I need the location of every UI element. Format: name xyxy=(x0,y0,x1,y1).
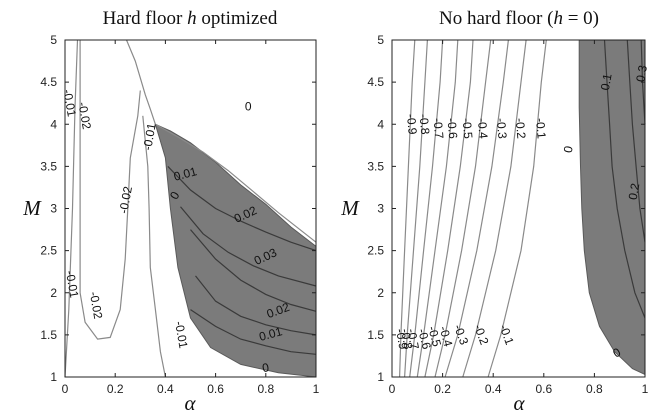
left-contour-label: 0 xyxy=(245,100,252,114)
left-x-tick-label: 1 xyxy=(313,382,320,396)
left-contour-label: -0.02 xyxy=(116,185,135,215)
right-panel: No hard floor (h = 0) -0.9-0.8-0.7-0.6 -0… xyxy=(340,8,650,415)
right-contour-label: -0.1 xyxy=(533,117,549,139)
right-y-tick-label: 5 xyxy=(377,33,384,47)
right-x-tick-label: 0 xyxy=(389,382,396,396)
left-x-axis-label: α xyxy=(184,391,196,415)
right-contour-label: 0.2 xyxy=(626,182,643,201)
left-y-tick-label: 5 xyxy=(50,33,57,47)
right-contour-label: -0.2 xyxy=(471,322,491,347)
left-x-tick-label: 0.4 xyxy=(157,382,174,396)
right-y-tick-label: 3.5 xyxy=(367,159,384,173)
left-contour-label: 0 xyxy=(261,360,270,375)
right-contour-line xyxy=(462,39,527,378)
right-contour-label: 0 xyxy=(561,145,576,154)
right-contour-label: -0.8 xyxy=(417,113,433,135)
left-contour-label: -0.02 xyxy=(75,101,94,131)
right-contour-line xyxy=(409,39,444,378)
right-shaded-region xyxy=(578,39,646,376)
right-contour-label: -0.4 xyxy=(475,117,491,139)
right-contour-label: -0.8 xyxy=(398,328,415,351)
left-contour-line xyxy=(142,115,166,378)
left-y-tick-label: 2 xyxy=(50,286,57,300)
right-contour-line xyxy=(434,39,492,378)
right-contour-label: 0.3 xyxy=(633,64,650,83)
right-contour-label: -0.9 xyxy=(404,113,420,135)
left-y-tick-label: 1 xyxy=(50,370,57,384)
right-contour-label: -0.5 xyxy=(460,117,476,139)
right-y-tick-label: 2 xyxy=(377,286,384,300)
right-x-tick-label: 0.4 xyxy=(485,382,502,396)
right-y-axis-label: M xyxy=(340,196,360,220)
right-y-tick-label: 1 xyxy=(377,370,384,384)
left-contour-label: 0.01 xyxy=(172,164,198,184)
right-contour-label: 0.1 xyxy=(598,72,615,91)
left-contour-label: -0.01 xyxy=(140,122,159,152)
right-contour-line xyxy=(444,39,509,378)
right-contour-label: -0.6 xyxy=(444,117,460,139)
left-contour-line xyxy=(64,39,79,378)
right-contour-label: -0.1 xyxy=(497,322,517,347)
left-contour-line xyxy=(195,275,317,336)
right-contour-label: -0.6 xyxy=(415,327,434,351)
left-contour-label: 0.01 xyxy=(258,324,284,344)
right-plot-area: -0.9-0.8-0.7-0.6 -0.5 -0.4 -0.3 -0.2 -0.100.1… xyxy=(367,33,650,396)
left-x-tick-label: 0.8 xyxy=(257,382,274,396)
right-contour-label: -0.7 xyxy=(430,117,446,139)
right-y-tick-label: 3 xyxy=(377,202,384,216)
left-plot-area: 0-0.01-0.02-0.01-0.020.0100.020.03-0.01-… xyxy=(40,33,319,396)
right-contour-line xyxy=(424,39,474,378)
right-x-tick-label: 1 xyxy=(642,382,649,396)
left-y-tick-label: 1.5 xyxy=(40,328,57,342)
left-y-axis-label: M xyxy=(22,196,42,220)
right-contour-line xyxy=(626,39,646,243)
right-contour-line xyxy=(487,39,547,378)
left-contour-line xyxy=(79,40,141,340)
left-x-tick-label: 0.6 xyxy=(207,382,224,396)
right-y-tick-label: 2.5 xyxy=(367,244,384,258)
left-contour-label: -0.02 xyxy=(87,291,106,321)
left-panel-title: Hard floor h optimized xyxy=(103,8,278,29)
left-contour-line xyxy=(125,39,317,243)
right-panel-title: No hard floor (h = 0) xyxy=(439,8,599,29)
right-contour-label: -0.2 xyxy=(513,117,529,139)
left-contour-line xyxy=(180,206,317,287)
right-contour-label: -0.3 xyxy=(451,322,471,347)
left-x-tick-label: 0.2 xyxy=(107,382,124,396)
left-x-tick-label: 0 xyxy=(62,382,69,396)
right-y-tick-label: 4 xyxy=(377,117,384,131)
right-x-axis-label: α xyxy=(513,391,525,415)
right-x-tick-label: 0.8 xyxy=(586,382,603,396)
right-y-tick-label: 4.5 xyxy=(367,75,384,89)
left-y-tick-label: 4.5 xyxy=(40,75,57,89)
right-contour-line xyxy=(399,39,416,378)
right-contour-label: -0.5 xyxy=(425,325,444,349)
right-contour-label: -0.7 xyxy=(404,328,421,351)
left-y-tick-label: 4 xyxy=(50,117,57,131)
left-y-tick-label: 2.5 xyxy=(40,244,57,258)
right-x-tick-label: 0.2 xyxy=(434,382,451,396)
left-panel: Hard floor h optimized 0-0.01-0.02-0.01-… xyxy=(22,8,319,415)
left-contour-label: -0.01 xyxy=(63,269,82,299)
left-contour-label: -0.01 xyxy=(172,320,191,350)
right-x-tick-label: 0.6 xyxy=(535,382,552,396)
left-contour-line xyxy=(167,165,317,252)
right-contour-label: -0.3 xyxy=(494,117,510,139)
right-y-tick-label: 1.5 xyxy=(367,328,384,342)
right-contour-line xyxy=(416,39,459,378)
right-contour-label: -0.4 xyxy=(436,325,455,349)
left-y-tick-label: 3.5 xyxy=(40,159,57,173)
left-contour-line xyxy=(190,229,317,312)
left-contour-line xyxy=(190,309,317,355)
right-contour-line xyxy=(404,39,428,378)
right-contour-line xyxy=(603,39,646,319)
right-contour-label: -0.9 xyxy=(393,328,410,351)
left-y-tick-label: 3 xyxy=(50,202,57,216)
